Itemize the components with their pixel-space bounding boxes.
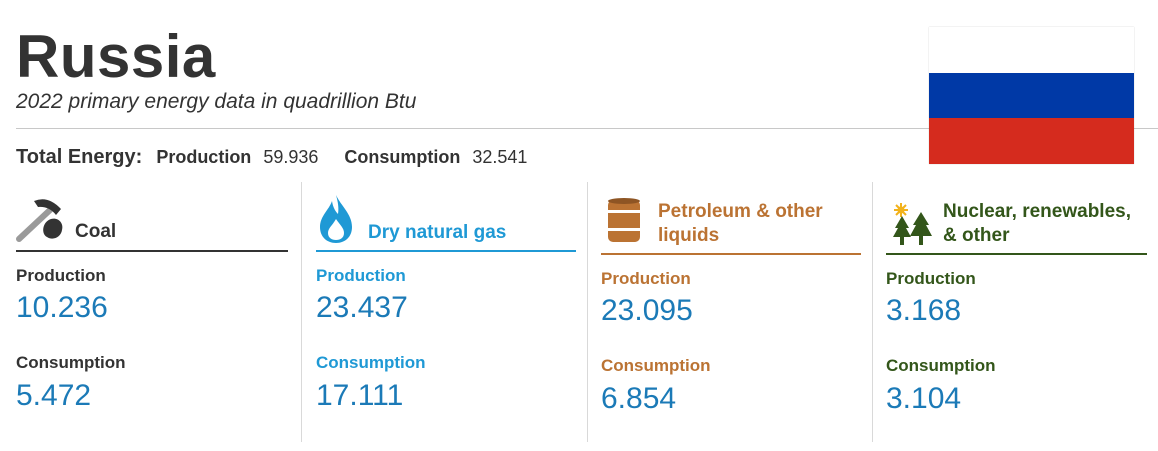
pickaxe-coal-icon (16, 196, 66, 242)
page-subtitle: 2022 primary energy data in quadrillion … (16, 90, 417, 113)
total-consumption-value: 32.541 (472, 147, 528, 167)
coal-production-value: 10.236 (16, 291, 108, 324)
total-energy-row: Total Energy: Production 59.936 Consumpt… (16, 146, 553, 176)
sector-petroleum: Petroleum & other liquids Production 23.… (587, 182, 861, 442)
oil-barrel-icon (607, 197, 641, 245)
renewables-production-label: Production (886, 269, 976, 288)
sector-renewables-header: Nuclear, renewables, & other (886, 182, 1147, 255)
renewables-consumption-label: Consumption (886, 356, 996, 375)
flag-stripe-white (929, 27, 1134, 73)
sector-petroleum-name-line1: Petroleum & other (658, 201, 823, 222)
total-consumption-label: Consumption (344, 147, 461, 167)
renewables-consumption-value: 3.104 (886, 382, 962, 415)
sector-coal-header: Coal (16, 182, 288, 252)
sector-coal-name: Coal (75, 221, 117, 242)
sector-petroleum-name-line2: liquids (658, 225, 720, 246)
country-flag (929, 27, 1134, 164)
gas-production-value: 23.437 (316, 291, 408, 324)
sector-gas-header: Dry natural gas (316, 182, 576, 252)
flag-stripe-blue (929, 72, 1134, 119)
total-energy-label: Total Energy: (16, 146, 143, 168)
coal-consumption-label: Consumption (16, 353, 126, 372)
page-title: Russia (16, 23, 216, 90)
header-divider (16, 128, 1158, 129)
coal-consumption-value: 5.472 (16, 379, 92, 412)
petroleum-production-label: Production (601, 269, 691, 288)
sector-renewables-name-line2: & other (943, 225, 1010, 246)
sector-coal: Coal Production 10.236 Consumption 5.472 (16, 182, 288, 442)
sector-gas: Dry natural gas Production 23.437 Consum… (301, 182, 576, 442)
gas-flame-icon (319, 194, 353, 244)
sector-renewables-name-line1: Nuclear, renewables, (943, 201, 1131, 222)
sun-trees-icon (890, 202, 934, 246)
flag-stripe-red (929, 118, 1134, 164)
coal-production-label: Production (16, 266, 106, 285)
petroleum-production-value: 23.095 (601, 294, 693, 327)
gas-consumption-label: Consumption (316, 353, 426, 372)
total-production-value: 59.936 (263, 147, 319, 167)
sector-petroleum-header: Petroleum & other liquids (601, 182, 861, 255)
petroleum-consumption-label: Consumption (601, 356, 711, 375)
gas-production-label: Production (316, 266, 406, 285)
total-production-label: Production (156, 147, 252, 167)
renewables-production-value: 3.168 (886, 294, 962, 327)
petroleum-consumption-value: 6.854 (601, 382, 677, 415)
gas-consumption-value: 17.111 (316, 379, 404, 412)
sector-renewables: Nuclear, renewables, & other Production … (872, 182, 1147, 442)
sector-gas-name: Dry natural gas (368, 222, 507, 243)
